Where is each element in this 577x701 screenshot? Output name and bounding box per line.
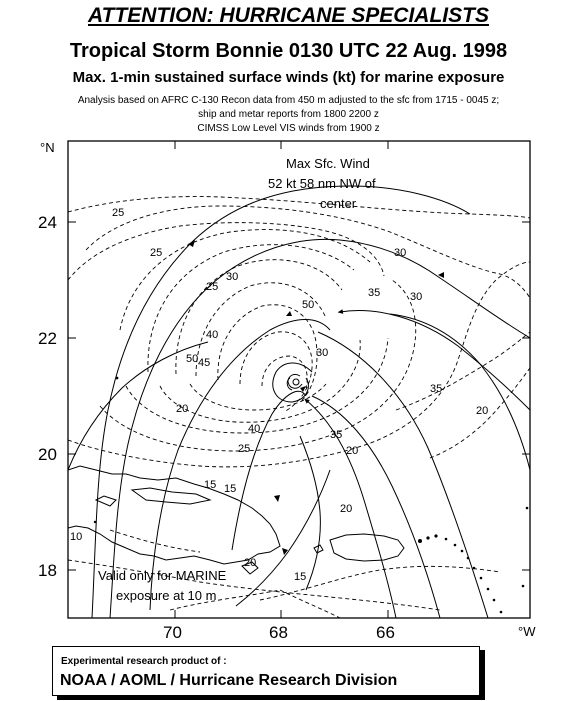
contour-label: 40 <box>206 329 218 341</box>
storm-title: Tropical Storm Bonnie 0130 UTC 22 Aug. 1… <box>69 40 508 62</box>
contour-label: 15 <box>204 479 216 491</box>
contour-label: 25 <box>112 207 124 219</box>
contour-label: 35 <box>330 429 342 441</box>
contour-label: 35 <box>430 383 442 395</box>
contour-label: 45 <box>198 357 210 369</box>
contour-label: 30 <box>410 291 422 303</box>
coastline-puerto-rico <box>241 533 405 575</box>
valid-line1: Valid only for MARINE <box>98 568 227 583</box>
max-wind-line2: 52 kt 58 nm NW of <box>268 176 376 191</box>
contour-label: 50 <box>186 353 198 365</box>
contour-label: 20 <box>346 445 358 457</box>
wind-subtitle: Max. 1-min sustained surface winds (kt) … <box>72 69 505 86</box>
contour-labels: 25 25 30 30 25 35 30 50 40 35 20 45 30 4… <box>70 207 488 583</box>
contour-label: 20 <box>244 557 256 569</box>
contour-label: 30 <box>226 271 238 283</box>
credit-box: Experimental research product of : NOAA … <box>52 646 480 696</box>
max-wind-annotation: Max Sfc. Wind 52 kt 58 nm NW of center <box>268 156 376 211</box>
contour-label: 15 <box>224 483 236 495</box>
map-frame <box>67 140 531 619</box>
contour-label: 30 <box>316 347 328 359</box>
lon-tick-70: 70 <box>163 623 182 642</box>
contour-label: 40 <box>248 423 260 435</box>
valid-line2: exposure at 10 m <box>116 588 216 603</box>
analysis-note-ship: ship and metar reports from 1800 2200 z <box>198 109 379 120</box>
credit-line1: Experimental research product of : <box>61 656 227 667</box>
contour-label: 50 <box>302 299 314 311</box>
lat-tick-20: 20 <box>38 445 57 464</box>
contour-label: 15 <box>294 571 306 583</box>
virgin-islands <box>93 376 529 614</box>
lat-tick-18: 18 <box>38 561 57 580</box>
attention-heading: ATTENTION: HURRICANE SPECIALISTS <box>88 4 489 27</box>
contour-label: 20 <box>340 503 352 515</box>
lat-tick-24: 24 <box>38 213 57 232</box>
isotach-contours <box>68 196 530 618</box>
flow-arrowheads <box>188 240 444 555</box>
contour-label: 35 <box>368 287 380 299</box>
lat-tick-22: 22 <box>38 329 57 348</box>
lon-tick-68: 68 <box>269 623 288 642</box>
lat-unit-label: °N <box>40 140 55 155</box>
analysis-note-cimss: CIMSS Low Level VIS winds from 1900 z <box>197 123 380 134</box>
contour-label: 20 <box>176 403 188 415</box>
analysis-note-recon: Analysis based on AFRC C-130 Recon data … <box>77 95 500 106</box>
coastline-hispaniola <box>68 465 281 565</box>
max-wind-line3: center <box>320 196 357 211</box>
axis-ticks <box>68 141 530 618</box>
contour-label: 25 <box>150 247 162 259</box>
max-wind-line1: Max Sfc. Wind <box>286 156 370 171</box>
validity-annotation: Valid only for MARINE exposure at 10 m <box>98 568 227 603</box>
lon-unit-label: °W <box>518 624 536 639</box>
lon-tick-66: 66 <box>376 623 395 642</box>
contour-label: 25 <box>238 443 250 455</box>
contour-label: 25 <box>206 281 218 293</box>
credit-line2: NOAA / AOML / Hurricane Research Divisio… <box>60 672 398 689</box>
contour-label: 20 <box>476 405 488 417</box>
contour-label: 30 <box>394 247 406 259</box>
streamlines <box>68 185 530 618</box>
contour-label: 10 <box>70 531 82 543</box>
